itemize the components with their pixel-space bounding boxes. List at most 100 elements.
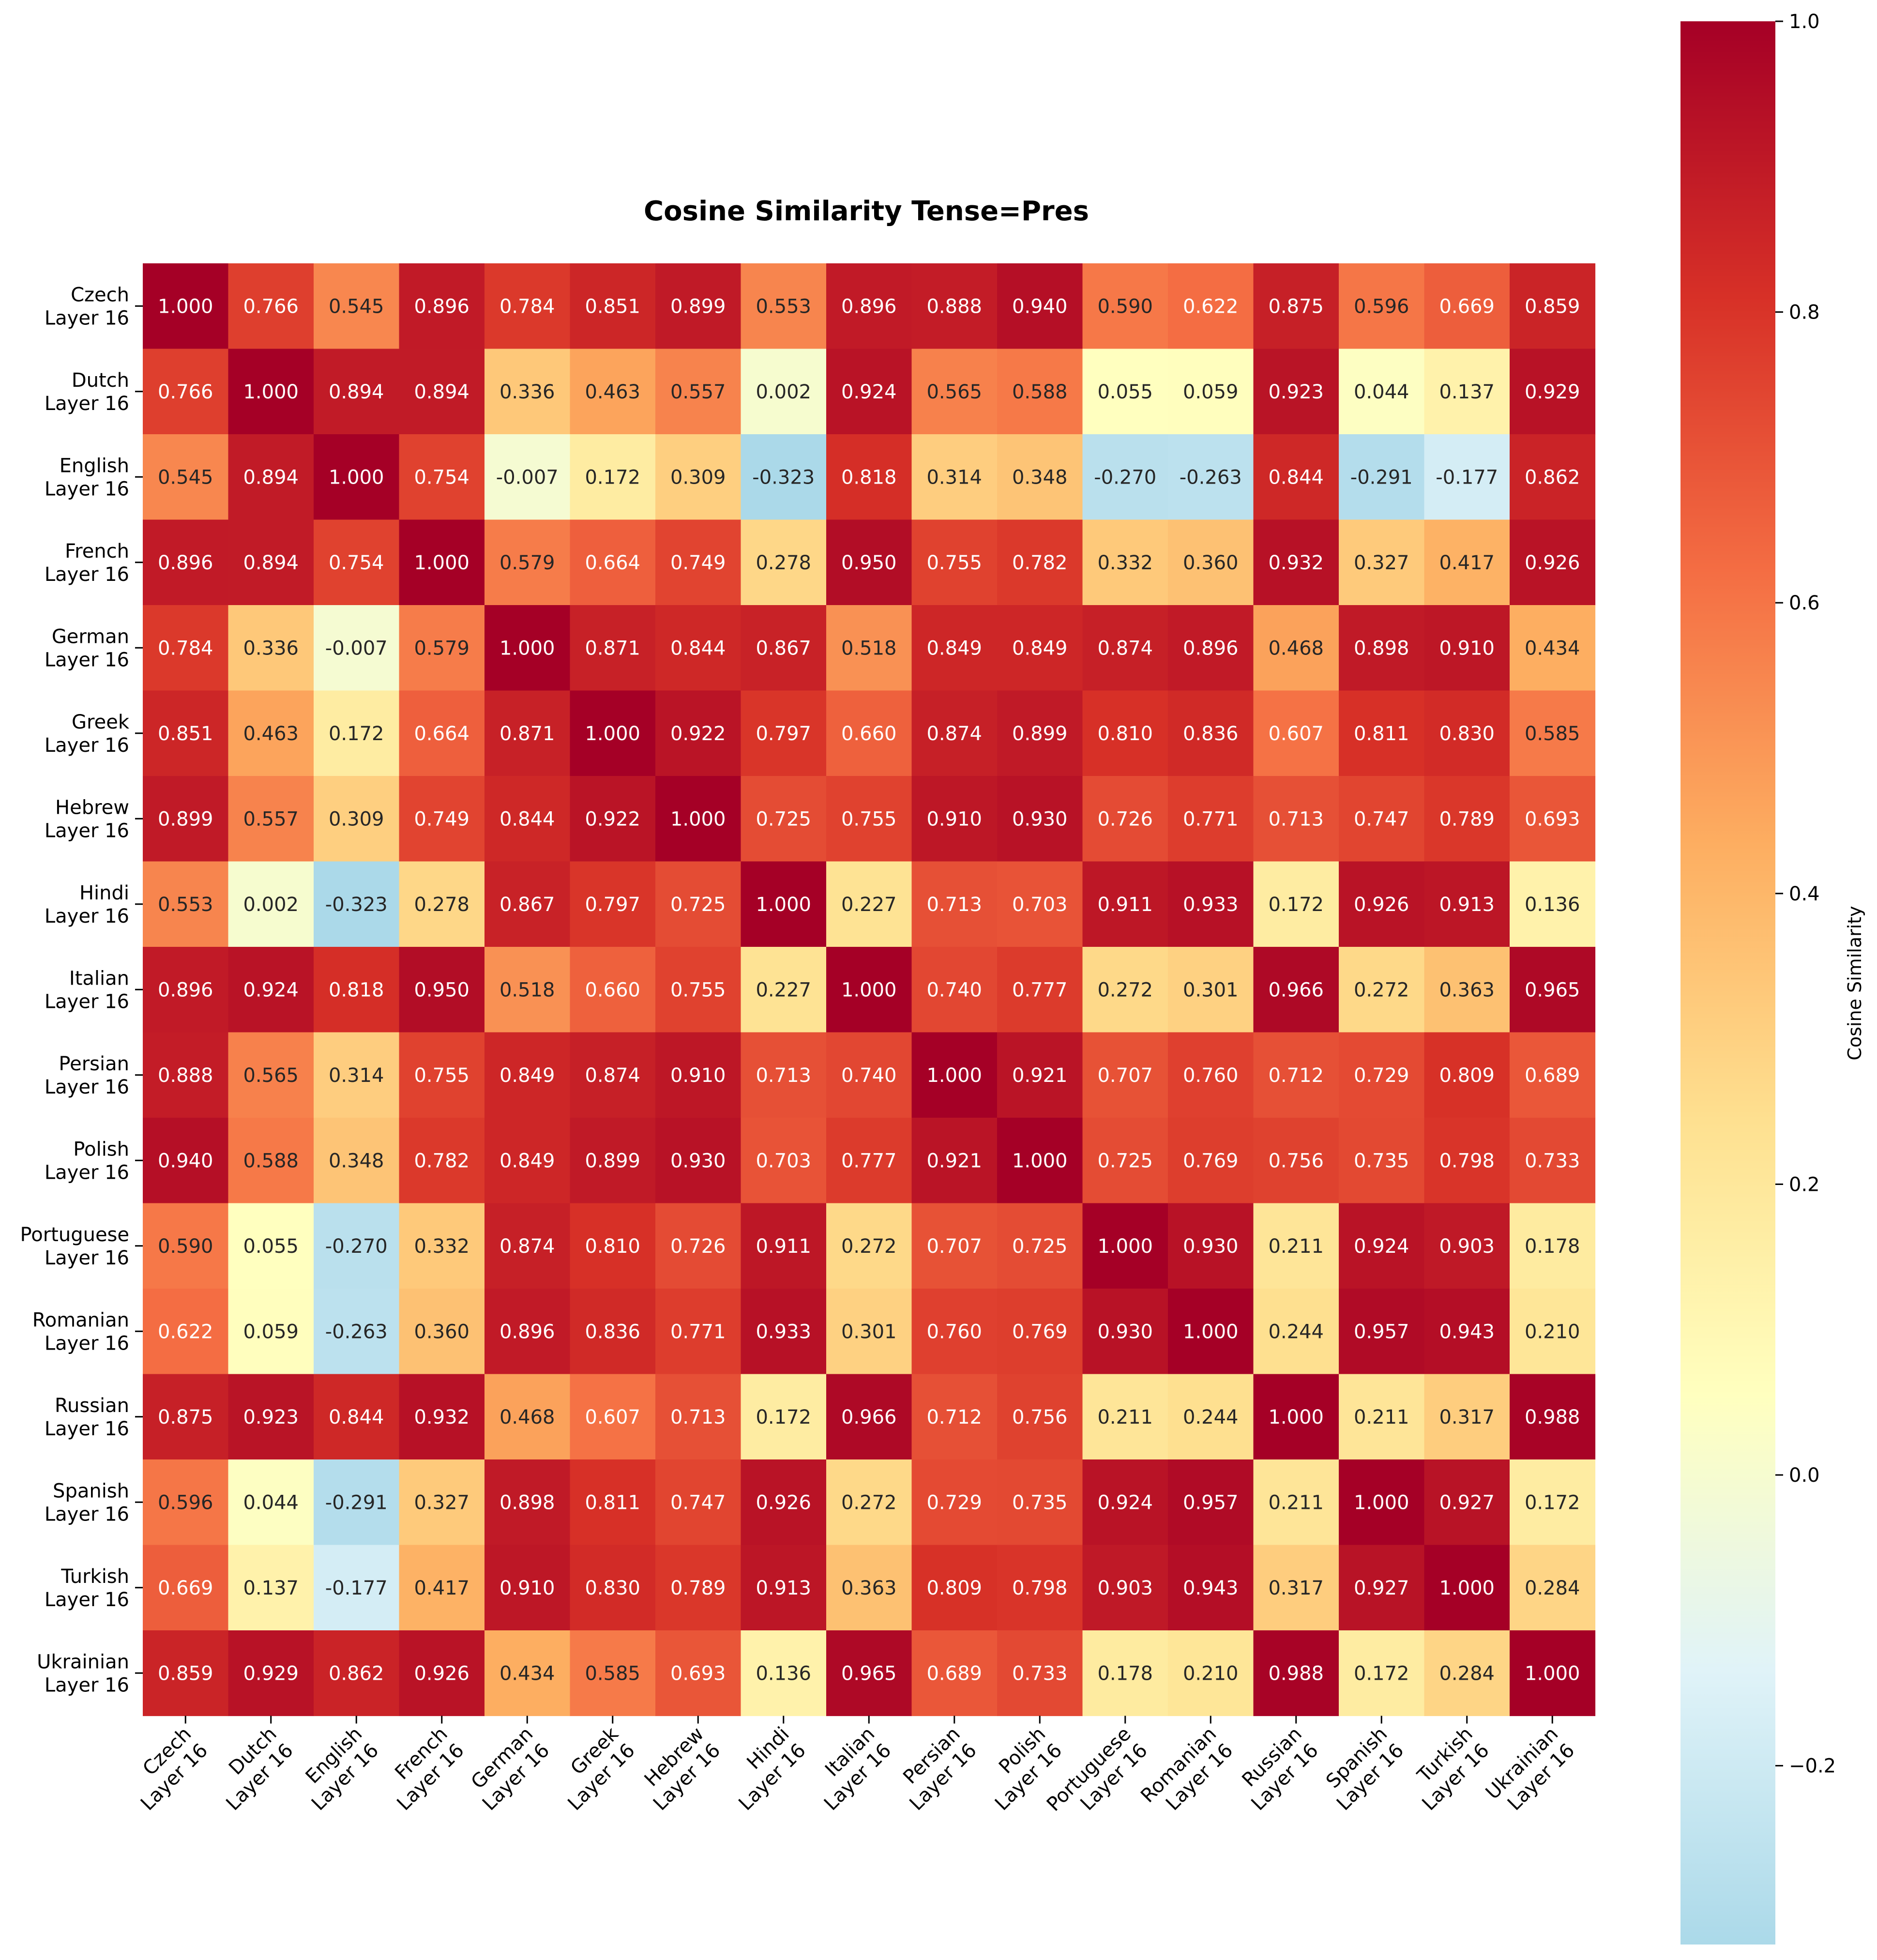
cell-value-label: 0.137 xyxy=(243,1577,299,1599)
cell-value-label: 0.810 xyxy=(1097,723,1153,745)
cell-value-label: 0.579 xyxy=(414,637,469,659)
cell-value-label: 0.932 xyxy=(414,1406,469,1428)
heatmap-cell xyxy=(570,349,656,435)
heatmap-cell xyxy=(570,776,656,862)
heatmap-cell xyxy=(399,1459,485,1546)
heatmap-cell xyxy=(399,349,485,435)
heatmap-cell xyxy=(1082,690,1168,776)
y-tick-label: Ukrainian Layer 16 xyxy=(37,1651,129,1696)
heatmap-cell xyxy=(655,1459,742,1546)
heatmap-cell xyxy=(741,519,827,606)
cell-value-label: 0.950 xyxy=(414,979,469,1001)
heatmap-cell xyxy=(570,690,656,776)
heatmap-cell xyxy=(228,1374,314,1460)
cell-value-label: 0.859 xyxy=(1525,295,1580,318)
cell-value-label: 0.332 xyxy=(1097,552,1153,574)
heatmap-cell xyxy=(228,1203,314,1289)
heatmap-cell xyxy=(911,1118,998,1204)
cell-value-label: 0.284 xyxy=(1439,1662,1495,1685)
heatmap-cell xyxy=(1168,1459,1254,1546)
heatmap-cell xyxy=(741,1459,827,1546)
heatmap-cell xyxy=(911,1545,998,1631)
x-tick-label: HebrewLayer 16 xyxy=(633,1723,725,1815)
cell-value-label: 0.784 xyxy=(158,637,213,659)
cell-value-label: 0.896 xyxy=(158,979,213,1001)
heatmap-cell xyxy=(1082,349,1168,435)
y-tick-label: Russian Layer 16 xyxy=(45,1395,129,1440)
heatmap-cell xyxy=(314,1203,400,1289)
x-tick-label: DutchLayer 16 xyxy=(205,1723,297,1815)
cell-value-label: 0.943 xyxy=(1183,1577,1239,1599)
heatmap-cell xyxy=(399,434,485,520)
x-tick-label: PersianLayer 16 xyxy=(889,1723,981,1815)
cell-value-label: 0.317 xyxy=(1268,1577,1324,1599)
cell-value-label: 0.468 xyxy=(1268,637,1324,659)
heatmap-cell xyxy=(655,1118,742,1204)
cell-value-label: 0.713 xyxy=(756,1064,811,1087)
cell-value-label: 0.553 xyxy=(756,295,811,318)
heatmap-cell xyxy=(826,1459,912,1546)
heatmap-cell xyxy=(314,519,400,606)
heatmap-cell xyxy=(1424,1459,1510,1546)
cell-value-label: 0.913 xyxy=(1439,894,1495,916)
heatmap-cell xyxy=(314,690,400,776)
cell-value-label: 0.336 xyxy=(243,637,299,659)
heatmap-cell xyxy=(997,1630,1083,1717)
cell-value-label: 0.749 xyxy=(414,808,469,830)
x-tick-label: GermanLayer 16 xyxy=(462,1723,554,1815)
cell-value-label: -0.263 xyxy=(325,1321,388,1343)
cell-value-label: 0.278 xyxy=(756,552,811,574)
cell-value-label: 0.244 xyxy=(1268,1321,1324,1343)
heatmap-cell xyxy=(1168,434,1254,520)
cell-value-label: 0.926 xyxy=(756,1491,811,1514)
cell-value-label: 0.894 xyxy=(243,466,299,488)
cell-value-label: 0.830 xyxy=(585,1577,640,1599)
heatmap-cell xyxy=(655,349,742,435)
heatmap-cell xyxy=(1168,1545,1254,1631)
heatmap-cell xyxy=(1082,1032,1168,1118)
heatmap-cell xyxy=(826,690,912,776)
cell-value-label: 0.136 xyxy=(1525,894,1580,916)
cell-value-label: 0.622 xyxy=(1183,295,1239,318)
heatmap-cell xyxy=(314,861,400,947)
cell-value-label: 0.622 xyxy=(158,1321,213,1343)
cell-value-label: 0.733 xyxy=(1525,1150,1580,1172)
cell-value-label: 0.588 xyxy=(1012,381,1068,403)
cell-value-label: 0.875 xyxy=(1268,295,1324,318)
heatmap-cell xyxy=(1082,1630,1168,1717)
cell-value-label: 0.874 xyxy=(585,1064,640,1087)
cell-value-label: 0.002 xyxy=(243,894,299,916)
heatmap-cell xyxy=(1253,1289,1339,1375)
heatmap-cell xyxy=(484,1545,571,1631)
colorbar-tick-label: 0.0 xyxy=(1789,1464,1820,1487)
cell-value-label: 0.849 xyxy=(1012,637,1068,659)
heatmap-cell xyxy=(570,263,656,349)
heatmap-cell xyxy=(911,519,998,606)
heatmap-cell xyxy=(1253,263,1339,349)
cell-value-label: 0.735 xyxy=(1012,1491,1068,1514)
cell-value-label: 0.844 xyxy=(500,808,555,830)
heatmap-cell xyxy=(1082,861,1168,947)
cell-value-label: 0.557 xyxy=(670,381,726,403)
cell-value-label: 0.782 xyxy=(414,1150,469,1172)
cell-value-label: 0.272 xyxy=(1097,979,1153,1001)
heatmap-cell xyxy=(997,1459,1083,1546)
heatmap-cell xyxy=(484,776,571,862)
heatmap-cell xyxy=(143,1203,229,1289)
heatmap-cell xyxy=(1253,1545,1339,1631)
cell-value-label: -0.007 xyxy=(325,637,388,659)
heatmap-cell xyxy=(997,349,1083,435)
cell-value-label: 0.930 xyxy=(670,1150,726,1172)
cell-value-label: 1.000 xyxy=(329,466,384,488)
cell-value-label: 0.930 xyxy=(1097,1321,1153,1343)
heatmap-cell xyxy=(228,263,314,349)
cell-value-label: 0.044 xyxy=(1354,381,1409,403)
heatmap-cell xyxy=(399,861,485,947)
heatmap-cell xyxy=(1253,349,1339,435)
cell-value-label: 0.784 xyxy=(500,295,555,318)
heatmap-cell xyxy=(228,1545,314,1631)
cell-value-label: 0.137 xyxy=(1439,381,1495,403)
cell-value-label: 0.950 xyxy=(841,552,897,574)
heatmap-cell xyxy=(1168,605,1254,691)
heatmap-cell xyxy=(484,434,571,520)
